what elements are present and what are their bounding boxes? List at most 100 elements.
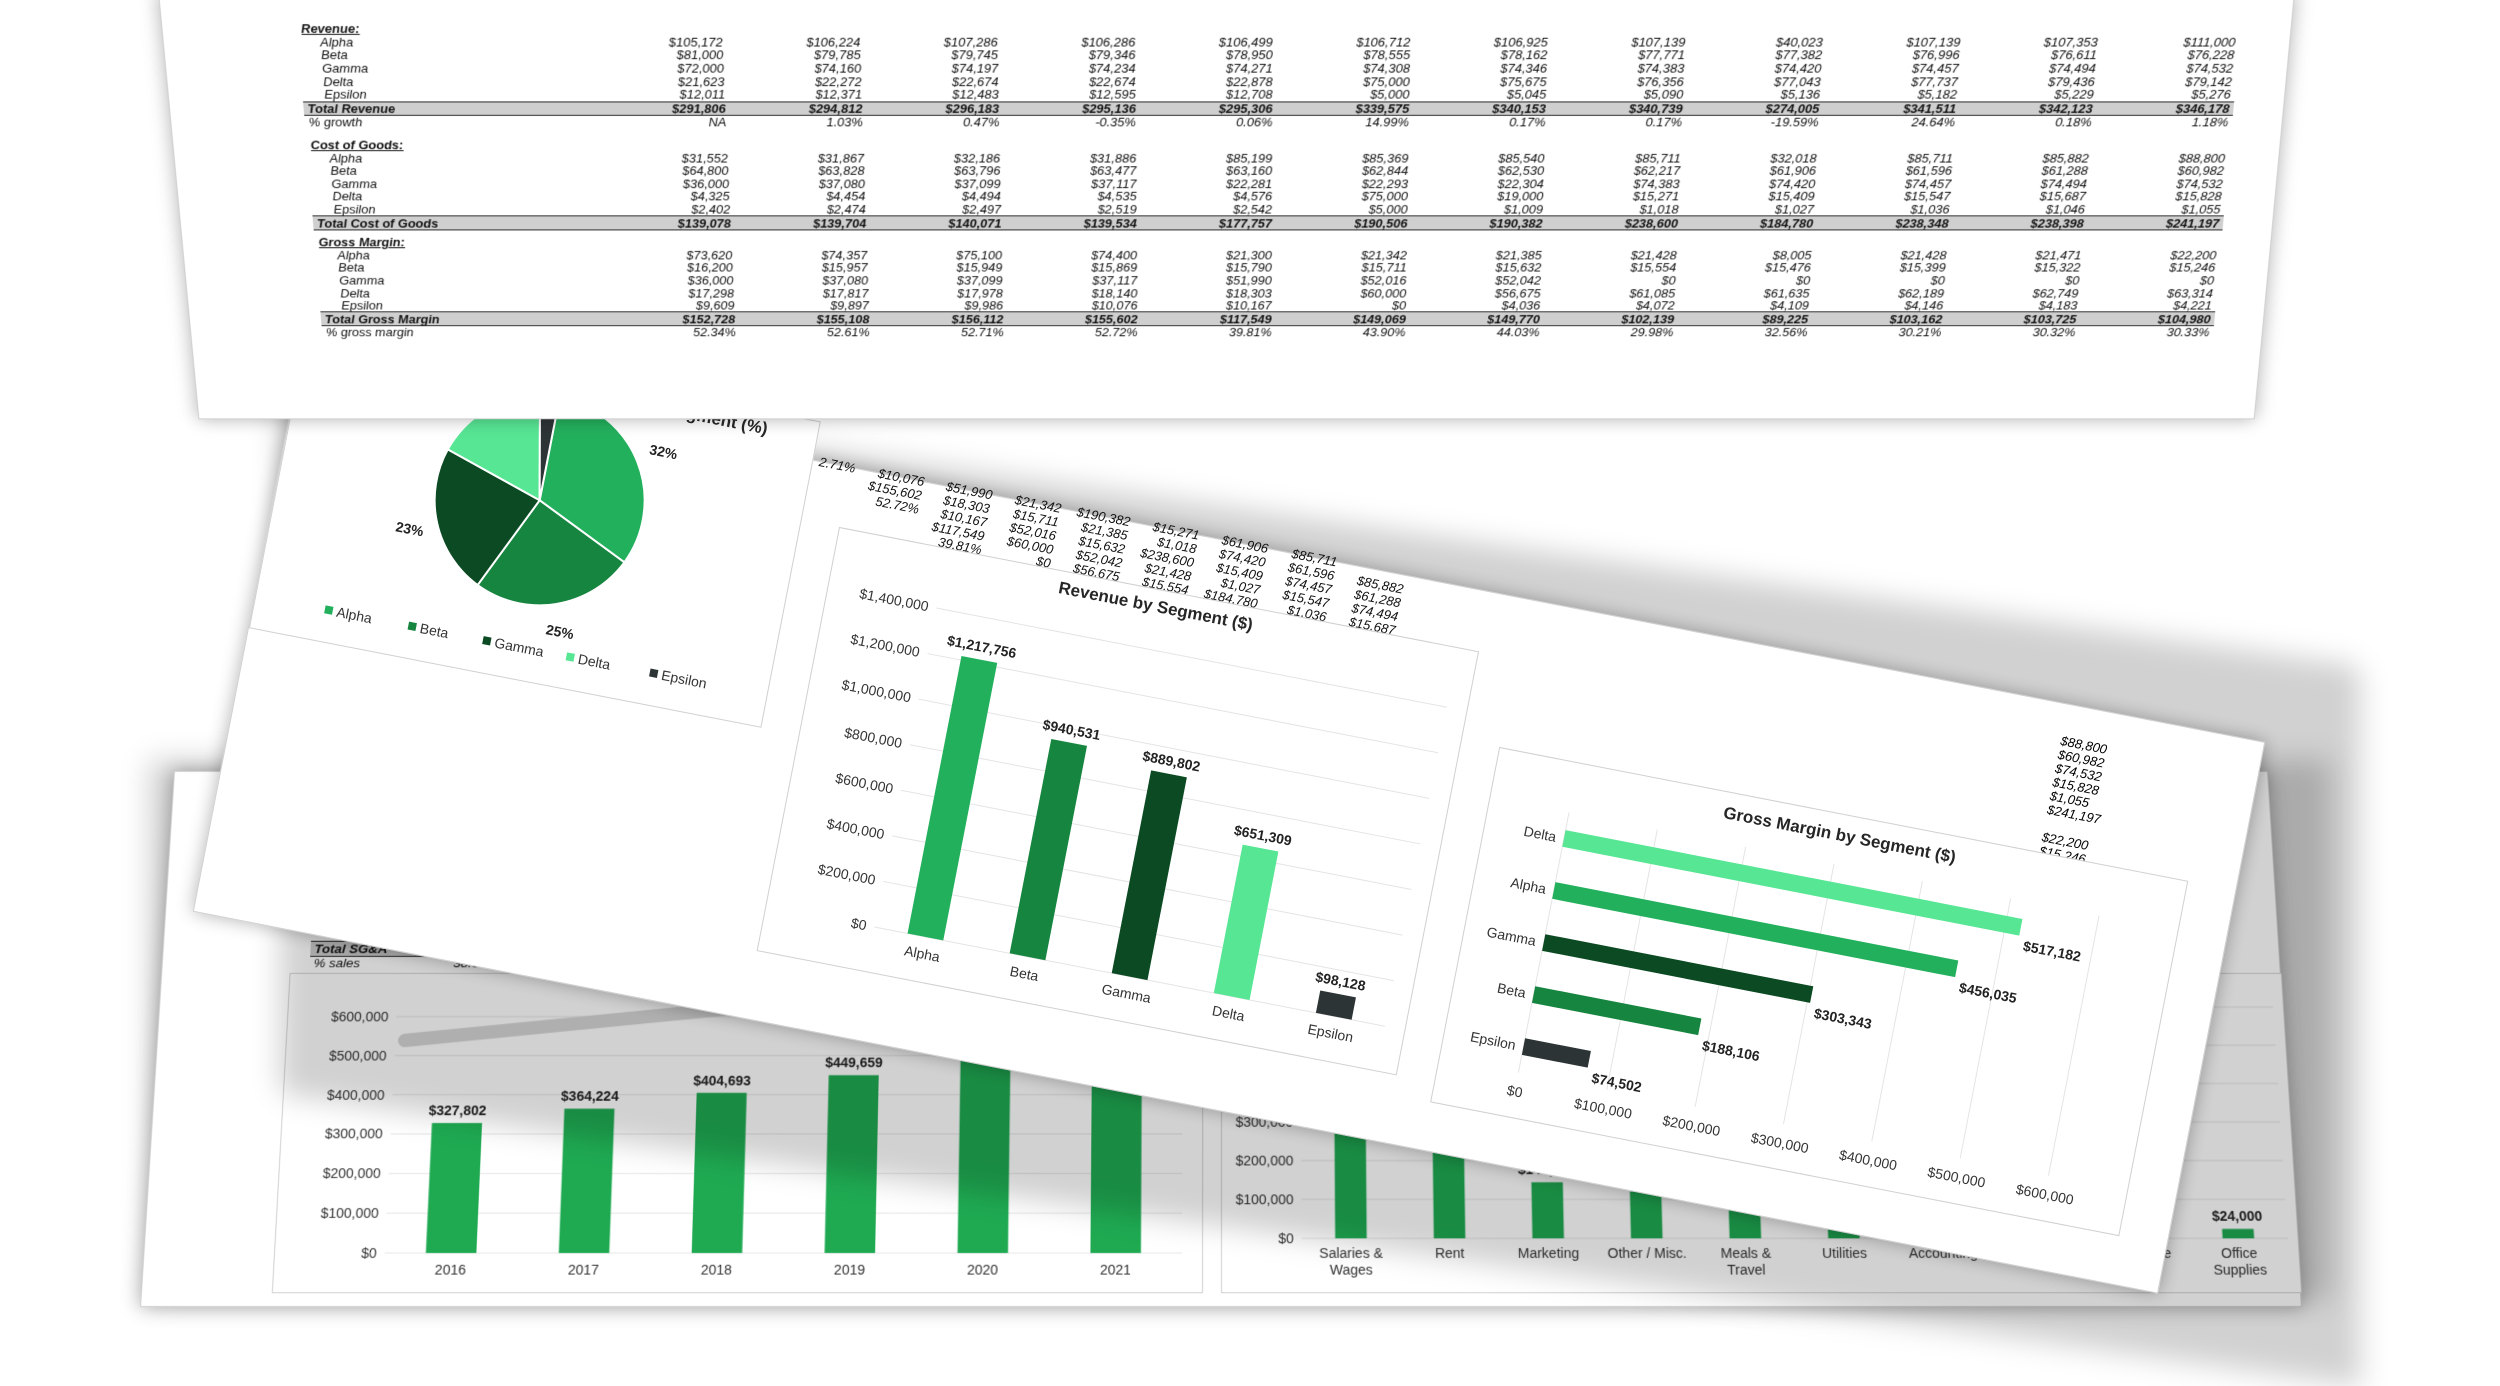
value-cell: $63,477 [1004, 164, 1140, 177]
percent-cell: 24.64% [1822, 116, 1960, 133]
percent-cell: 30.21% [1811, 326, 1946, 343]
value-cell: $107,286 [864, 35, 1002, 48]
empty-cell [735, 230, 871, 249]
x-tick-label: Alpha [903, 942, 941, 965]
percent-cell: 52.71% [873, 326, 1007, 343]
empty-cell [1277, 16, 1415, 35]
value-cell: $85,540 [1412, 151, 1548, 164]
value-cell: $62,189 [1813, 287, 1948, 300]
value-cell: $4,221 [2081, 299, 2216, 312]
empty-cell [1411, 230, 1547, 249]
value-cell: $74,420 [1683, 177, 1819, 190]
data-label: $188,106 [1701, 1037, 1762, 1064]
value-cell: $17,298 [603, 287, 738, 300]
value-cell: $76,611 [1963, 49, 2101, 62]
value-cell: $85,369 [1276, 151, 1412, 164]
value-cell: $63,160 [1140, 164, 1276, 177]
value-cell: $107,139 [1552, 35, 1690, 48]
value-cell: $56,675 [1410, 287, 1545, 300]
x-tick-label: $600,000 [2015, 1181, 2076, 1208]
y-tick-label: $1,200,000 [849, 631, 921, 660]
row-label: Alpha [307, 151, 596, 164]
percent-cell: 44.03% [1409, 326, 1543, 343]
revenue-row: Beta $81,000 $79,785 $79,745 $79,346 $78,950 $… [299, 49, 2239, 62]
total-cell: $339,575 [1276, 102, 1413, 116]
section-header: Gross Margin: [314, 230, 601, 249]
value-cell: $88,800 [2092, 151, 2229, 164]
value-cell: $74,383 [1551, 62, 1689, 75]
row-label: Gamma [317, 274, 603, 287]
value-cell: $0 [1679, 274, 1814, 287]
value-cell: $22,304 [1412, 177, 1548, 190]
empty-cell [1685, 133, 1822, 152]
empty-cell [588, 16, 727, 35]
x-tick-label: $400,000 [1838, 1146, 1899, 1173]
percent-row: % gross margin 52.34% 52.61% 52.71% 52.72% 39… [322, 326, 2214, 343]
percent-cell: NA [593, 116, 730, 133]
value-cell: $74,271 [1139, 62, 1276, 75]
bar [426, 1123, 482, 1253]
empty-cell [1965, 16, 2104, 35]
data-label: $940,531 [1041, 716, 1102, 743]
value-cell: $0 [1276, 299, 1410, 312]
value-cell: $15,687 [1954, 190, 2091, 203]
value-cell: $22,281 [1140, 177, 1276, 190]
value-cell: $5,045 [1413, 88, 1550, 102]
value-cell: $37,099 [872, 274, 1007, 287]
y-tick-label: $1,400,000 [858, 585, 930, 614]
value-cell: $15,957 [736, 261, 871, 274]
bar [1010, 739, 1087, 960]
value-cell: $9,609 [604, 299, 739, 312]
value-cell: $37,099 [869, 177, 1005, 190]
y-tick-label: $0 [850, 915, 869, 934]
percent-cell: 52.72% [1007, 326, 1141, 343]
value-cell: $21,385 [1411, 249, 1546, 262]
value-cell: $31,867 [732, 151, 869, 164]
total-cell: $155,602 [1007, 312, 1141, 325]
value-cell: $73,620 [601, 249, 737, 262]
cogs-row: Beta $64,800 $63,828 $63,796 $63,477 $63,160 $… [308, 164, 2228, 177]
row-label: Delta [301, 75, 592, 88]
value-cell: $61,288 [1955, 164, 2092, 177]
y-tick-label: $0 [361, 1246, 378, 1261]
value-cell: $106,499 [1139, 35, 1277, 48]
value-cell: $10,167 [1141, 299, 1275, 312]
legend-label: Gamma [493, 634, 545, 659]
x-tick-label: 2018 [701, 1263, 733, 1278]
value-cell: $37,117 [1006, 274, 1141, 287]
value-cell: $74,160 [728, 62, 866, 75]
total-cell: $152,728 [605, 312, 740, 325]
value-cell: $4,036 [1410, 299, 1545, 312]
gridline [1872, 881, 1923, 1141]
x-tick-label: $300,000 [1750, 1129, 1811, 1156]
percent-cell: 1.18% [2095, 116, 2233, 133]
total-cell: $342,123 [1960, 102, 2098, 116]
legend-label: Delta [577, 651, 612, 673]
value-cell: $19,000 [1412, 190, 1548, 203]
row-label: Delta [318, 287, 603, 300]
value-cell: $5,000 [1277, 88, 1414, 102]
data-label: $456,035 [1958, 979, 2019, 1006]
x-tick-label: Salaries & [1319, 1246, 1383, 1261]
value-cell: $15,828 [2089, 190, 2226, 203]
total-cell: $140,071 [870, 216, 1006, 230]
bar [1532, 986, 1701, 1035]
empty-cell [1140, 133, 1276, 152]
empty-cell [867, 133, 1004, 152]
value-cell: $37,080 [737, 274, 872, 287]
value-cell: $2,402 [598, 203, 734, 216]
value-cell: $21,428 [1815, 249, 1951, 262]
percent-cell: 52.34% [605, 326, 740, 343]
percent-cell: 43.90% [1275, 326, 1409, 343]
total-cell: $149,770 [1410, 312, 1544, 325]
empty-cell [1546, 230, 1682, 249]
cogs-row: Delta $4,325 $4,454 $4,494 $4,535 $4,576 $75,0… [310, 190, 2226, 203]
x-tick-label: $100,000 [1573, 1095, 1634, 1122]
value-cell: $75,000 [1276, 190, 1412, 203]
value-cell: $51,990 [1141, 274, 1276, 287]
value-cell: $9,897 [738, 299, 873, 312]
value-cell: $22,674 [1002, 75, 1139, 88]
empty-cell [1816, 230, 1952, 249]
value-cell: $22,878 [1140, 75, 1277, 88]
value-cell: $5,182 [1824, 88, 1962, 102]
